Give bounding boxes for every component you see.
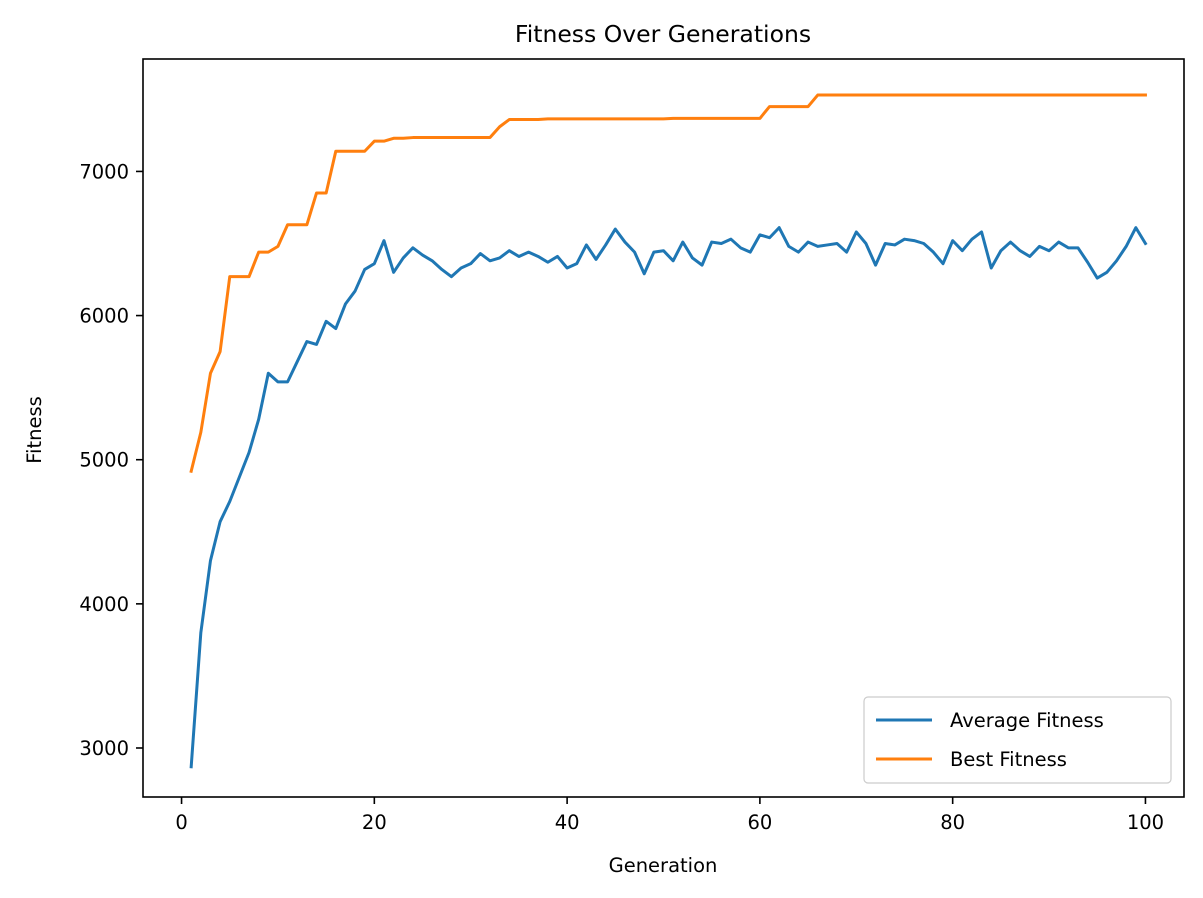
- x-tick-label: 0: [175, 811, 187, 834]
- series-line-1: [189, 93, 1147, 474]
- x-tick-label: 20: [362, 811, 387, 834]
- y-tick-label: 5000: [79, 449, 129, 472]
- y-tick-label: 4000: [79, 593, 129, 616]
- x-axis-label: Generation: [609, 854, 718, 877]
- y-axis-label: Fitness: [23, 396, 46, 464]
- y-axis-ticks: 3000 4000 5000 6000 7000: [79, 160, 143, 760]
- chart-title: Fitness Over Generations: [515, 20, 811, 48]
- plot-frame: [142, 58, 1185, 798]
- x-tick-label: 60: [747, 811, 772, 834]
- y-tick-label: 6000: [79, 305, 129, 328]
- y-tick-label: 7000: [79, 160, 129, 183]
- legend: Average Fitness Best Fitness: [863, 696, 1172, 784]
- legend-label: Average Fitness: [950, 709, 1104, 732]
- x-axis-ticks: 0 20 40 60 80 100: [175, 797, 1164, 834]
- y-tick-label: 3000: [79, 737, 129, 760]
- x-tick-label: 100: [1127, 811, 1164, 834]
- series-line-0: [189, 226, 1148, 769]
- legend-label: Best Fitness: [950, 748, 1067, 771]
- x-tick-label: 80: [940, 811, 965, 834]
- x-tick-label: 40: [555, 811, 580, 834]
- legend-box: [863, 696, 1172, 784]
- plot-lines: [189, 93, 1148, 769]
